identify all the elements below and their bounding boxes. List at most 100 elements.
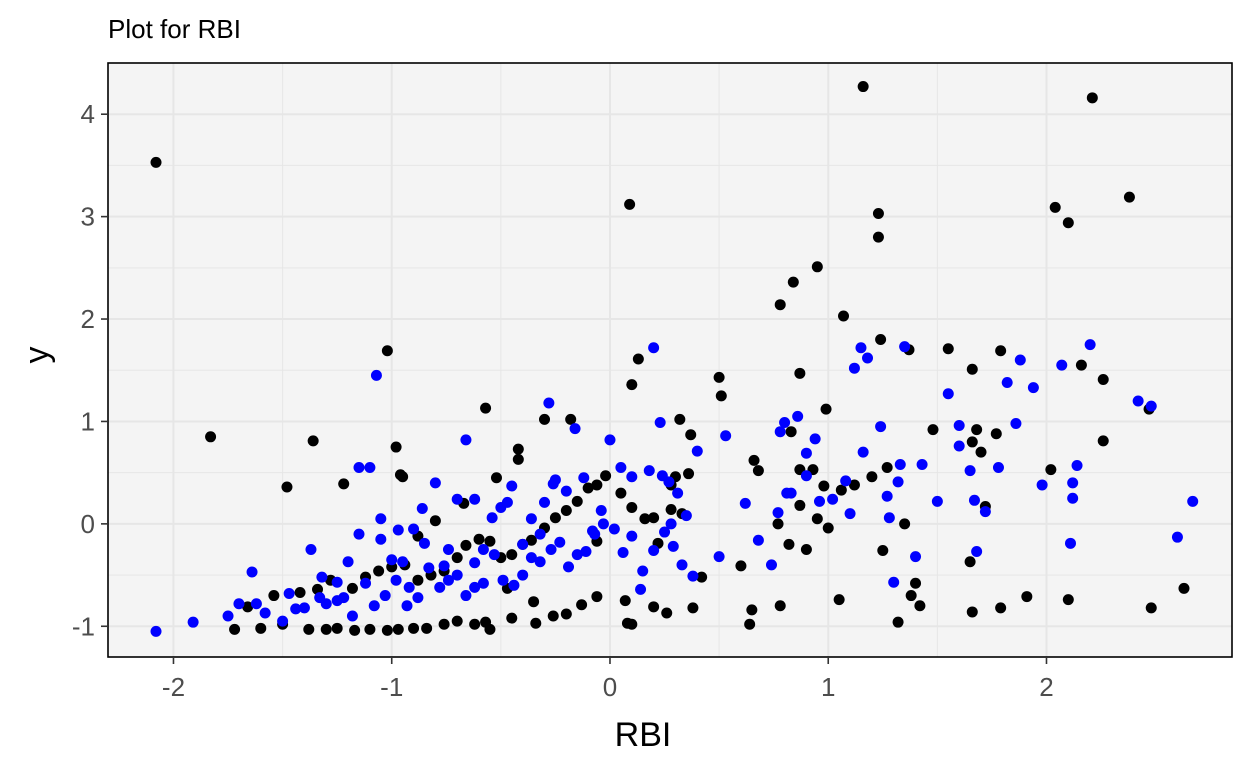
point-blue — [508, 579, 520, 591]
point-blue — [392, 524, 404, 536]
point-black — [875, 334, 887, 346]
point-blue — [964, 465, 976, 477]
point-blue — [469, 493, 481, 505]
point-blue — [277, 615, 289, 627]
point-black — [1062, 217, 1074, 229]
point-blue — [298, 602, 310, 614]
point-black — [307, 435, 319, 447]
point-black — [547, 610, 559, 622]
point-black — [600, 470, 612, 482]
point-blue — [418, 537, 430, 549]
point-black — [910, 577, 922, 589]
point-black — [451, 615, 463, 627]
point-black — [794, 499, 806, 511]
point-black — [1062, 594, 1074, 606]
point-black — [1086, 92, 1098, 104]
point-black — [811, 513, 823, 525]
y-tick-label: 1 — [81, 406, 95, 436]
point-blue — [680, 510, 692, 522]
point-black — [1178, 582, 1190, 594]
point-blue — [460, 590, 472, 602]
point-black — [571, 495, 583, 507]
point-black — [665, 504, 677, 516]
point-blue — [626, 471, 638, 483]
point-blue — [667, 540, 679, 552]
y-tick-label: -1 — [72, 611, 95, 641]
point-black — [408, 622, 420, 634]
point-blue — [353, 462, 365, 474]
point-blue — [1014, 354, 1026, 366]
point-blue — [857, 446, 869, 458]
y-tick-label: 4 — [81, 99, 95, 129]
panel-border — [107, 62, 1233, 658]
point-black — [752, 465, 764, 477]
point-blue — [222, 610, 234, 622]
point-blue — [246, 566, 258, 578]
point-black — [975, 446, 987, 458]
plot-panel — [108, 63, 1232, 657]
point-blue — [814, 495, 826, 507]
point-blue — [412, 592, 424, 604]
point-black — [892, 616, 904, 628]
point-blue — [1132, 395, 1144, 407]
point-blue — [792, 410, 804, 422]
point-blue — [676, 559, 688, 571]
point-blue — [390, 574, 402, 586]
point-blue — [691, 445, 703, 457]
point-blue — [497, 574, 509, 586]
point-blue — [1145, 400, 1157, 412]
point-blue — [626, 530, 638, 542]
point-black — [530, 617, 542, 629]
point-blue — [931, 495, 943, 507]
point-black — [484, 535, 496, 547]
point-black — [473, 533, 485, 545]
point-blue — [848, 362, 860, 374]
point-blue — [331, 576, 343, 588]
point-black — [615, 487, 627, 499]
point-black — [346, 582, 358, 594]
point-black — [512, 443, 524, 455]
point-blue — [423, 562, 435, 574]
point-black — [591, 479, 603, 491]
point-blue — [971, 546, 983, 558]
point-blue — [1036, 479, 1048, 491]
point-blue — [968, 494, 980, 506]
point-blue — [438, 560, 450, 572]
point-black — [490, 472, 502, 484]
point-blue — [469, 581, 481, 593]
point-black — [942, 343, 954, 355]
point-blue — [595, 505, 607, 517]
point-black — [338, 478, 350, 490]
point-blue — [604, 434, 616, 446]
y-tick-label: 0 — [81, 509, 95, 539]
point-black — [1145, 602, 1157, 614]
point-blue — [283, 588, 295, 600]
point-black — [661, 607, 673, 619]
point-blue — [429, 477, 441, 489]
point-black — [696, 571, 708, 583]
point-blue — [346, 610, 358, 622]
point-black — [460, 539, 472, 551]
point-black — [820, 403, 832, 415]
point-black — [735, 560, 747, 572]
point-blue — [1171, 531, 1183, 543]
point-blue — [1071, 459, 1083, 471]
point-blue — [765, 559, 777, 571]
point-blue — [488, 549, 500, 561]
point-black — [626, 618, 638, 630]
point-blue — [386, 554, 398, 566]
point-blue — [713, 551, 725, 563]
x-tick-label: -1 — [380, 672, 403, 702]
point-blue — [233, 598, 245, 610]
point-blue — [187, 616, 199, 628]
point-black — [390, 441, 402, 453]
x-tick-label: 1 — [821, 672, 835, 702]
point-blue — [953, 440, 965, 452]
point-black — [281, 481, 293, 493]
point-black — [539, 413, 551, 425]
point-black — [576, 599, 588, 611]
point-blue — [525, 552, 537, 564]
point-blue — [800, 447, 812, 459]
point-blue — [855, 342, 867, 354]
point-blue — [370, 369, 382, 381]
